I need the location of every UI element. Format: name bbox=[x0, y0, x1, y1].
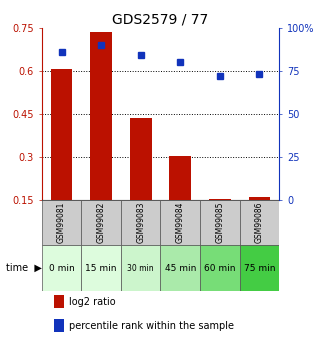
Text: 75 min: 75 min bbox=[244, 264, 275, 273]
Bar bbox=[42, 200, 81, 245]
Bar bbox=[240, 245, 279, 290]
Bar bbox=[51, 69, 73, 200]
Bar bbox=[90, 32, 112, 200]
Text: GSM99086: GSM99086 bbox=[255, 202, 264, 244]
Text: percentile rank within the sample: percentile rank within the sample bbox=[69, 321, 234, 331]
Bar bbox=[248, 197, 270, 200]
Text: 15 min: 15 min bbox=[85, 264, 117, 273]
Bar bbox=[130, 118, 152, 200]
Bar bbox=[169, 156, 191, 200]
Text: 60 min: 60 min bbox=[204, 264, 236, 273]
Bar bbox=[160, 245, 200, 290]
Text: log2 ratio: log2 ratio bbox=[69, 297, 116, 307]
Bar bbox=[121, 245, 160, 290]
Text: GSM99083: GSM99083 bbox=[136, 202, 145, 244]
Bar bbox=[81, 245, 121, 290]
Text: 0 min: 0 min bbox=[49, 264, 74, 273]
Text: GSM99081: GSM99081 bbox=[57, 202, 66, 244]
Bar bbox=[54, 319, 64, 332]
Text: 45 min: 45 min bbox=[165, 264, 196, 273]
Bar bbox=[200, 200, 240, 245]
Bar bbox=[240, 200, 279, 245]
Title: GDS2579 / 77: GDS2579 / 77 bbox=[112, 12, 209, 27]
Bar bbox=[121, 200, 160, 245]
Text: time  ▶: time ▶ bbox=[6, 263, 42, 273]
Text: GSM99085: GSM99085 bbox=[215, 202, 224, 244]
Text: GSM99082: GSM99082 bbox=[97, 202, 106, 244]
Text: GSM99084: GSM99084 bbox=[176, 202, 185, 244]
Bar bbox=[160, 200, 200, 245]
Bar bbox=[54, 295, 64, 308]
Text: 30 min: 30 min bbox=[127, 264, 154, 273]
Bar bbox=[209, 199, 231, 200]
Bar bbox=[42, 245, 81, 290]
Bar bbox=[200, 245, 240, 290]
Bar bbox=[81, 200, 121, 245]
